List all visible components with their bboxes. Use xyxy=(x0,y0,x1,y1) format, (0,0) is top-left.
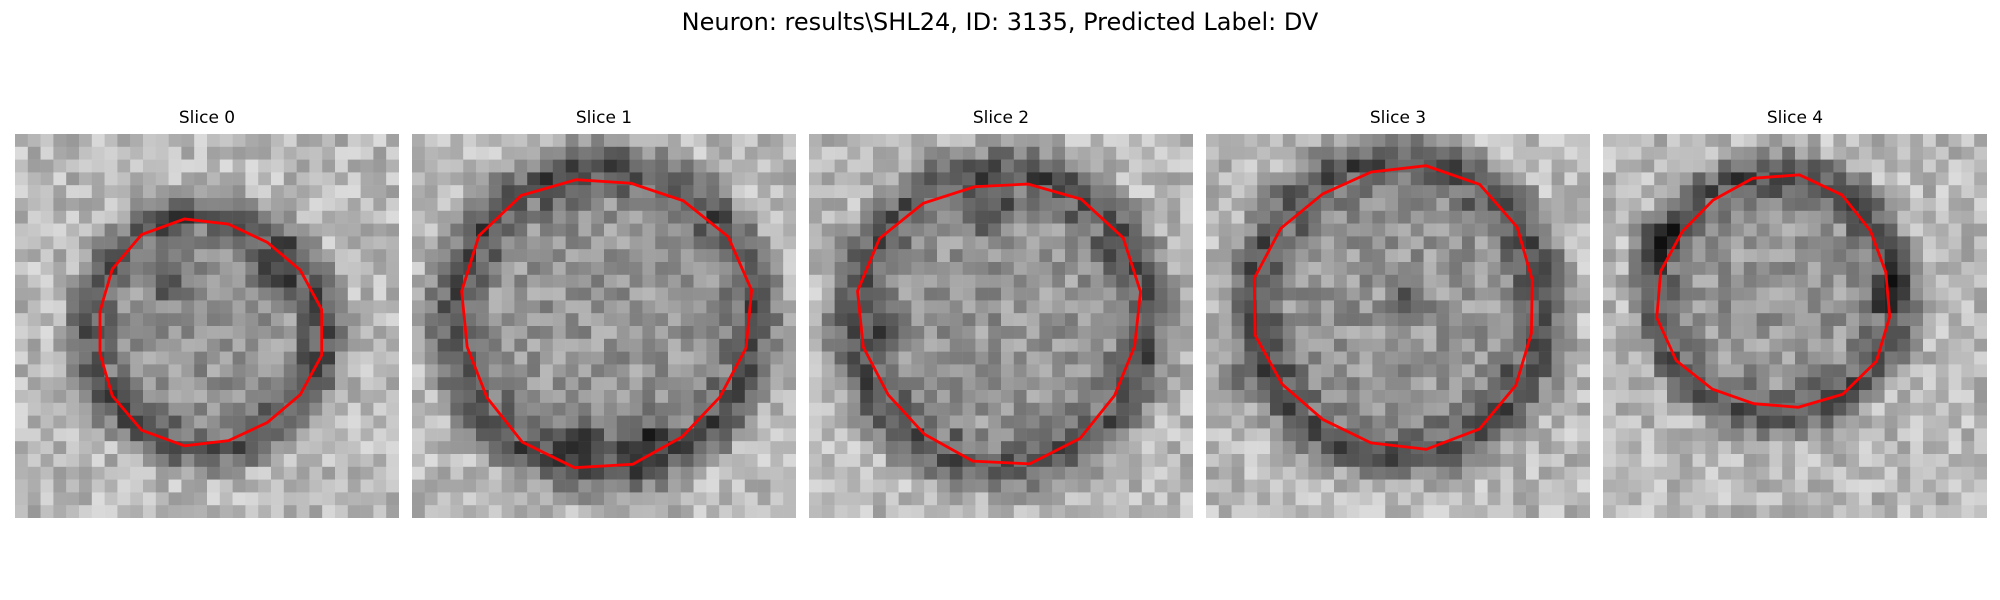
slice-image-4 xyxy=(1603,134,1987,518)
segmentation-contour xyxy=(1252,164,1534,451)
slice-title-4: Slice 4 xyxy=(1766,108,1824,128)
slice-title-0: Slice 0 xyxy=(178,108,236,128)
segmentation-contour xyxy=(1655,173,1892,409)
segmentation-contour xyxy=(98,217,324,448)
slice-image-1 xyxy=(412,134,796,518)
slice-image-0 xyxy=(15,134,399,518)
slice-title-1: Slice 1 xyxy=(575,108,633,128)
segmentation-contour xyxy=(460,178,754,470)
slice-title-2: Slice 2 xyxy=(972,108,1030,128)
segmentation-contour xyxy=(856,182,1142,466)
slice-title-3: Slice 3 xyxy=(1369,108,1427,128)
slice-image-3 xyxy=(1206,134,1590,518)
slice-image-2 xyxy=(809,134,1193,518)
figure-title: Neuron: results\SHL24, ID: 3135, Predict… xyxy=(681,8,1319,36)
